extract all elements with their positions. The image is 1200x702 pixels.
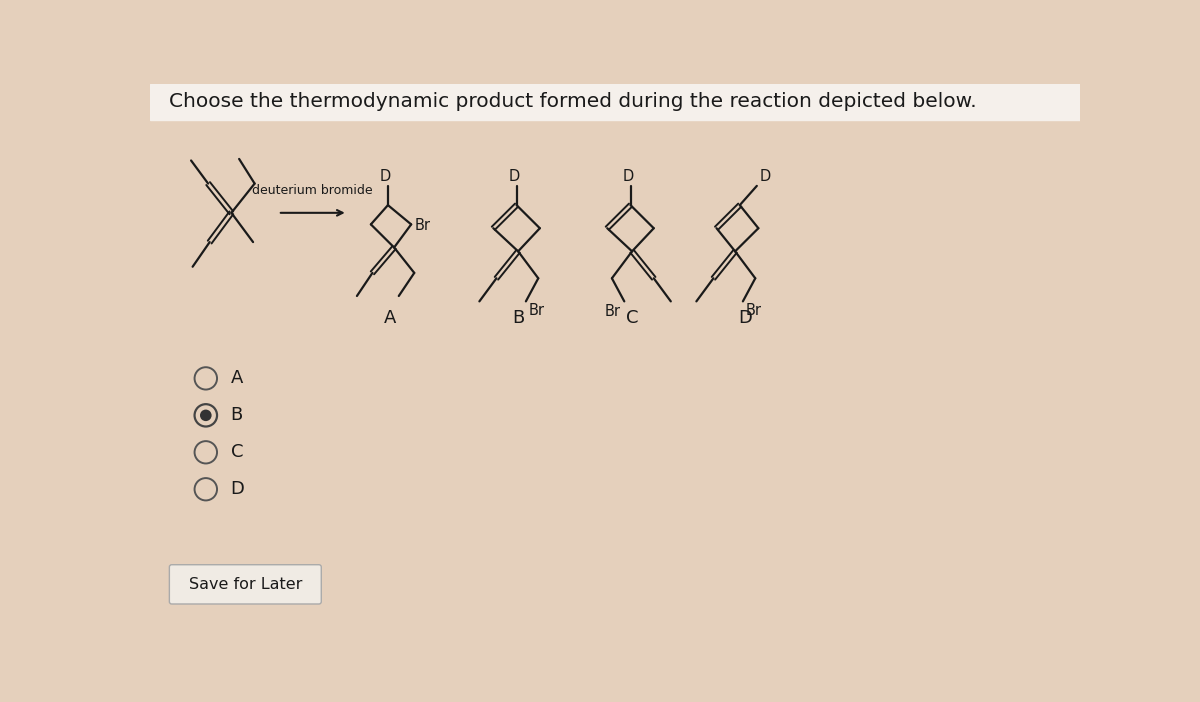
Text: D: D	[760, 168, 772, 183]
Text: D: D	[230, 480, 245, 498]
Text: Save for Later: Save for Later	[188, 577, 302, 592]
Text: deuterium bromide: deuterium bromide	[252, 185, 373, 197]
Text: C: C	[626, 309, 638, 327]
Text: Br: Br	[414, 218, 431, 234]
Text: D: D	[379, 168, 390, 183]
Text: Br: Br	[605, 304, 620, 319]
Text: A: A	[230, 369, 242, 388]
Text: B: B	[230, 406, 242, 424]
Bar	[150, 84, 1080, 121]
Text: D: D	[509, 168, 520, 183]
Text: Br: Br	[745, 303, 761, 318]
Text: D: D	[623, 168, 634, 183]
FancyBboxPatch shape	[169, 564, 322, 604]
Text: Choose the thermodynamic product formed during the reaction depicted below.: Choose the thermodynamic product formed …	[169, 93, 977, 112]
Text: A: A	[384, 309, 396, 327]
Text: C: C	[230, 443, 244, 461]
Text: B: B	[512, 309, 524, 327]
Circle shape	[200, 409, 211, 421]
Text: D: D	[738, 309, 752, 327]
Text: Br: Br	[528, 303, 545, 318]
